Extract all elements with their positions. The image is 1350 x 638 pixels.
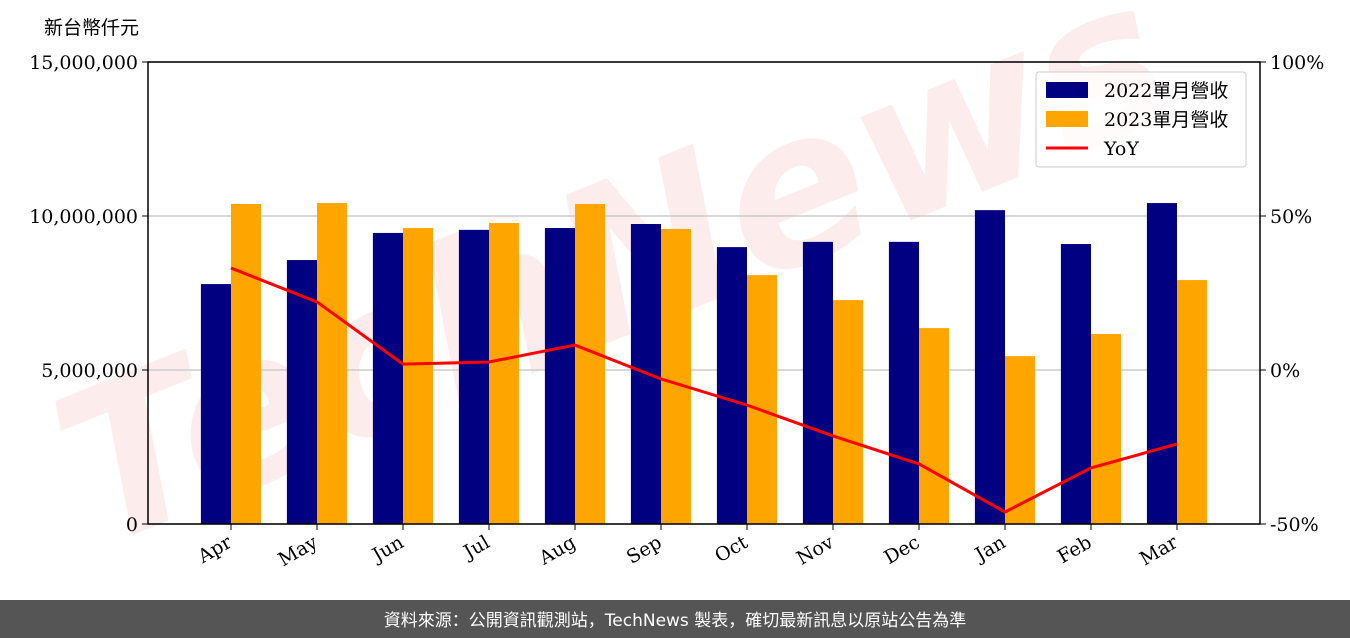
x-tick-label: Dec bbox=[880, 531, 923, 569]
legend-box bbox=[1035, 71, 1247, 168]
legend-label: YoY bbox=[1103, 138, 1139, 160]
footer-band bbox=[0, 600, 1350, 638]
x-tick-label: Aug bbox=[535, 531, 580, 570]
bar bbox=[316, 203, 348, 524]
bar bbox=[1177, 280, 1208, 524]
bar bbox=[888, 241, 920, 524]
bar bbox=[802, 241, 834, 524]
line bbox=[230, 266, 1178, 514]
bar bbox=[833, 300, 864, 524]
bar bbox=[402, 228, 434, 524]
y2-tick-label: -50% bbox=[1270, 514, 1319, 536]
y-axis-label: 新台幣仟元 bbox=[44, 17, 139, 39]
bar bbox=[458, 229, 489, 525]
x-tick-label: Mar bbox=[1136, 531, 1182, 570]
x-tick-label: Jul bbox=[458, 531, 493, 564]
y2-tick-label: 0% bbox=[1270, 360, 1300, 382]
x-tick-label: Nov bbox=[793, 531, 838, 570]
bar bbox=[372, 232, 403, 524]
x-tick-label: Oct bbox=[711, 531, 752, 567]
bar bbox=[919, 328, 950, 524]
legend-swatch bbox=[1046, 111, 1088, 127]
bar bbox=[574, 203, 606, 524]
x-tick-label: Feb bbox=[1054, 531, 1096, 568]
legend-label: 2023單月營收 bbox=[1104, 109, 1228, 131]
y2-tick-label: 50% bbox=[1270, 206, 1312, 228]
y2-tick-label: 100% bbox=[1270, 52, 1324, 74]
bar bbox=[660, 228, 692, 524]
footer: 資料來源：公開資訊觀測站，TechNews 製表，確切最新訊息以原站公告為準 bbox=[384, 611, 966, 631]
bar bbox=[974, 210, 1006, 524]
plot-frame bbox=[147, 61, 1261, 525]
bar bbox=[1146, 203, 1178, 524]
bar bbox=[747, 275, 778, 524]
bar bbox=[488, 223, 520, 525]
y-tick-label: 15,000,000 bbox=[29, 52, 138, 74]
x-tick-label: May bbox=[275, 531, 322, 571]
y-tick-label: 0 bbox=[126, 514, 138, 536]
bar bbox=[230, 203, 262, 524]
bar bbox=[1005, 356, 1036, 524]
bar bbox=[716, 247, 748, 524]
x-tick-label: Sep bbox=[623, 531, 666, 568]
bar bbox=[1060, 244, 1092, 524]
y-tick-label: 10,000,000 bbox=[29, 206, 138, 228]
x-tick-label: Jun bbox=[367, 531, 408, 567]
y-tick-label: 5,000,000 bbox=[41, 360, 138, 382]
legend-label: 2022單月營收 bbox=[1104, 80, 1228, 102]
bar bbox=[286, 260, 317, 524]
bar bbox=[544, 228, 575, 524]
bar bbox=[1091, 333, 1122, 524]
legend-swatch bbox=[1046, 82, 1088, 98]
x-tick-label: Jan bbox=[970, 531, 1010, 567]
bar bbox=[200, 284, 231, 524]
